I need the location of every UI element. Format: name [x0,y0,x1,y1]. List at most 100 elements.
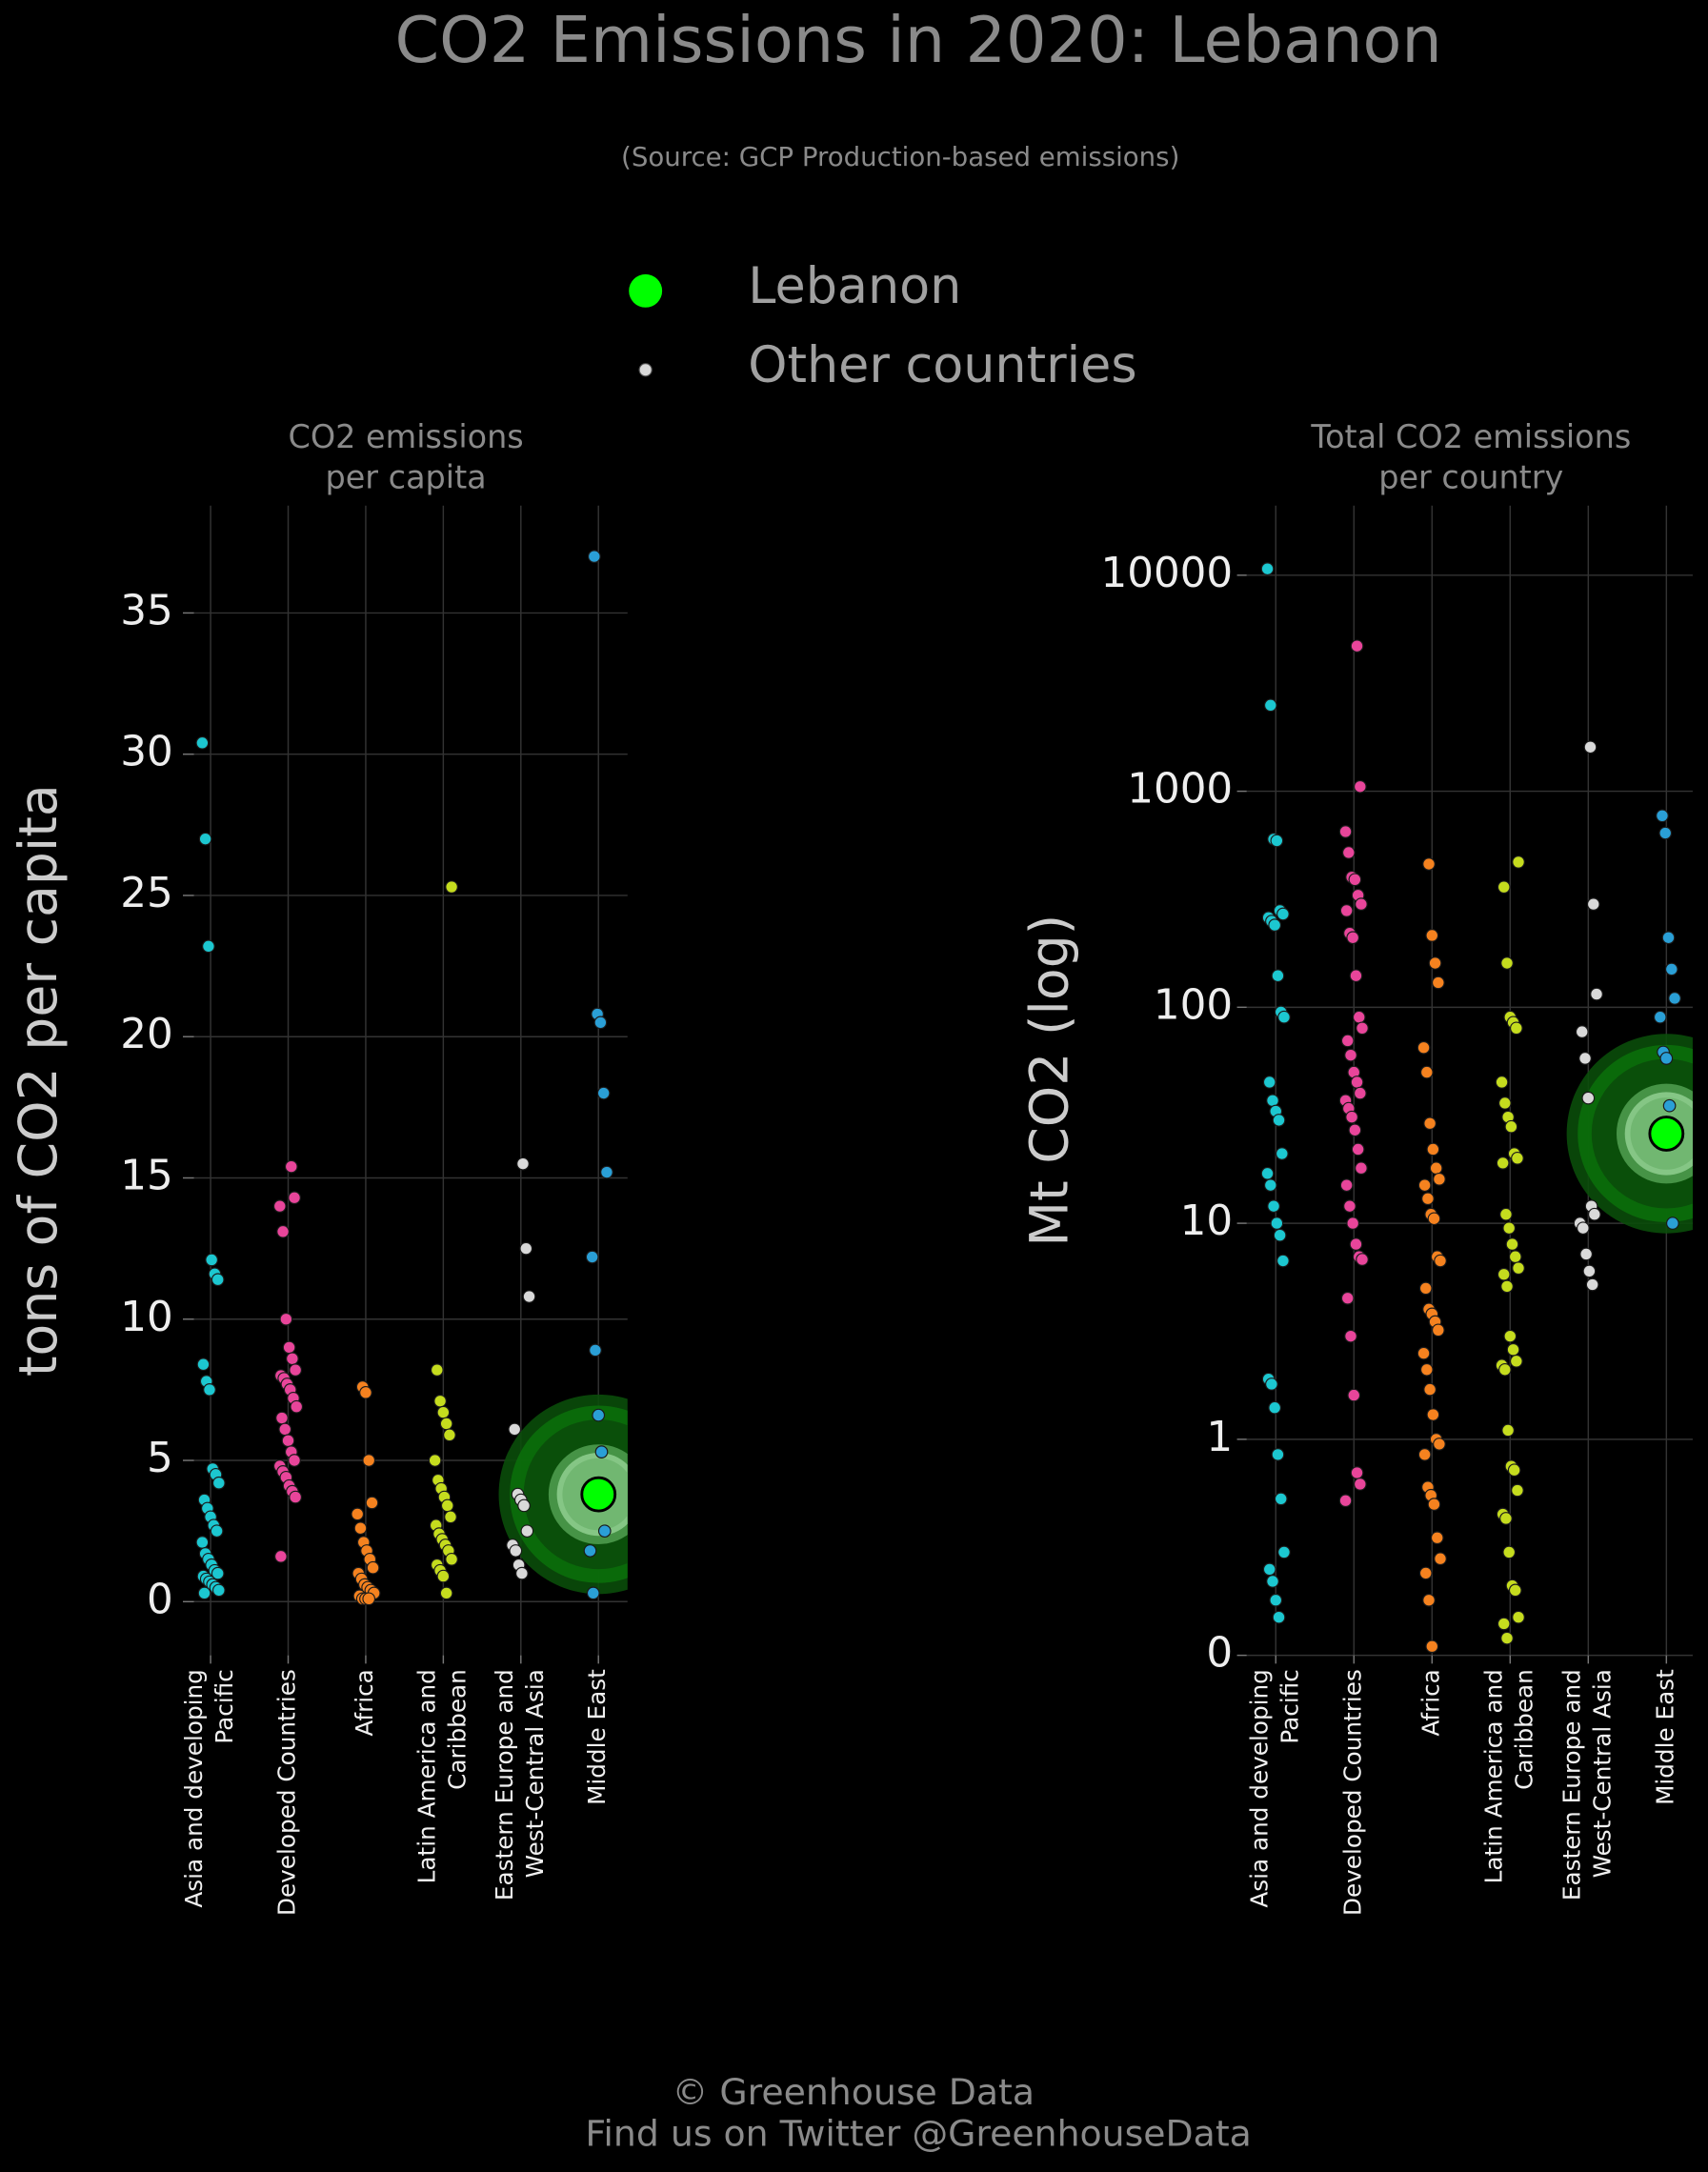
data-point [1430,1531,1444,1545]
data-point [1423,1382,1437,1397]
data-point [1497,1267,1511,1281]
data-point [1497,1617,1511,1631]
data-point [1577,1221,1590,1235]
data-point [279,1312,293,1326]
data-point [1511,1152,1524,1165]
panel-title: Total CO2 emissions per country [1310,418,1631,495]
data-point [1353,779,1367,794]
x-tick-label: Middle East [1651,1669,1678,1805]
data-point [1499,1512,1513,1525]
y-axis-label: Mt CO2 (log) [1019,915,1080,1247]
highlight-point [580,1476,617,1513]
data-point [1661,931,1676,945]
data-point [586,1586,600,1600]
data-point [596,1086,611,1100]
panel-title: CO2 emissions per capita [288,418,523,495]
data-point [440,1498,454,1513]
legend-label: Other countries [748,336,1136,394]
x-tick-label: Africa [351,1669,378,1736]
data-point [1498,1096,1512,1110]
subtitle: (Source: GCP Production-based emissions) [621,141,1179,172]
data-point [365,1496,379,1510]
data-point [1262,1076,1276,1089]
data-point [522,1290,536,1303]
data-point [1417,1448,1432,1461]
data-point [1263,698,1277,713]
data-point [1263,1178,1277,1193]
data-point [1260,1167,1275,1180]
data-point [1578,1052,1592,1065]
data-point [211,1273,225,1287]
data-point [276,1224,290,1238]
data-point [1662,1098,1677,1113]
data-point [1274,1492,1288,1506]
data-point [1344,1048,1357,1062]
data-point [1339,1178,1354,1193]
data-point [1508,1250,1522,1264]
data-point [445,1552,458,1566]
data-point [1428,956,1442,970]
data-point [1353,1478,1367,1491]
data-point [195,1536,210,1549]
y-axis-label: tons of CO2 per capita [9,784,70,1377]
data-point [445,880,458,894]
data-point [1499,1207,1513,1221]
data-point [1422,857,1436,871]
y-tick-label: 15 [120,1152,173,1199]
data-point [1275,1147,1289,1160]
data-point [593,1016,608,1030]
data-point [515,1566,529,1580]
data-point [211,1583,226,1598]
data-point [1349,969,1363,983]
data-point [1653,1010,1667,1024]
data-point [288,1191,301,1205]
data-point [1421,1192,1435,1206]
data-point [1505,1237,1519,1251]
data-point [1504,1119,1518,1134]
data-point [1267,1199,1280,1213]
data-point [1500,1279,1514,1294]
data-point [439,1417,453,1431]
data-point [589,1343,602,1358]
data-point [439,1586,453,1600]
data-point [205,1253,219,1267]
data-point [1434,1552,1447,1566]
data-point [1664,962,1678,976]
data-point [600,1165,613,1179]
data-point [353,1521,368,1536]
data-point [433,1394,447,1408]
data-point [366,1560,380,1575]
data-point [1579,1247,1593,1261]
data-point [1420,1362,1434,1377]
data-point [1344,1329,1357,1343]
data-point [1426,1142,1440,1156]
data-point [1355,897,1368,911]
data-point [1590,987,1603,1001]
data-point [1429,1161,1443,1176]
data-point [1581,1091,1596,1105]
data-point [1277,1545,1291,1559]
data-point [1338,825,1353,838]
data-point [1348,1123,1362,1137]
data-point [1350,1466,1364,1479]
data-point [1506,1342,1520,1357]
data-point [1510,1355,1523,1368]
data-point [1341,846,1356,859]
data-point [1425,1639,1439,1654]
x-tick-label: Africa [1417,1669,1444,1736]
data-point [362,1592,376,1606]
x-tick-label: Asia and developing Pacific [1245,1669,1303,1908]
y-tick-label: 20 [120,1011,173,1058]
data-point [1262,1562,1276,1577]
data-point [508,1422,522,1437]
data-point [1507,1463,1521,1478]
title: CO2 Emissions in 2020: Lebanon [394,3,1441,77]
data-point [211,1566,225,1580]
data-point [1273,1228,1287,1242]
plot-area [1260,562,1693,1654]
data-point [520,1524,534,1538]
y-tick-label: 0 [147,1576,173,1623]
data-point [516,1156,530,1171]
x-tick-label: Developed Countries [1338,1669,1366,1916]
